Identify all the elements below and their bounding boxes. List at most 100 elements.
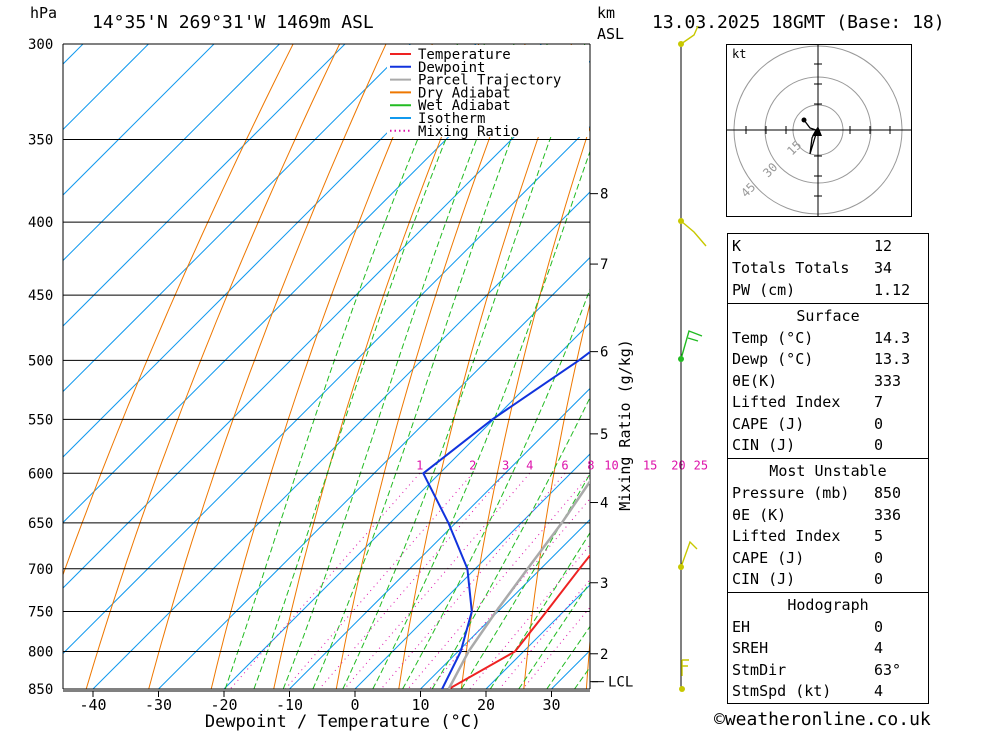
legend-entry: Dewpoint bbox=[418, 60, 485, 76]
isotherm-line bbox=[63, 44, 215, 196]
temp-tick-label: 10 bbox=[411, 696, 429, 714]
pressure-tick-label: 800 bbox=[28, 644, 53, 660]
mixing-ratio-label: 2 bbox=[469, 458, 476, 472]
section-divider bbox=[728, 303, 928, 304]
mixing-ratio-label: 20 bbox=[671, 458, 685, 472]
pressure-tick-label: 450 bbox=[28, 288, 53, 304]
isotherm-line bbox=[63, 125, 590, 655]
isotherm-line bbox=[63, 44, 477, 458]
section-divider bbox=[728, 592, 928, 593]
index-value: 34 bbox=[874, 259, 893, 277]
isotherm-line bbox=[63, 44, 280, 262]
location-title: 14°35'N 269°31'W 1469m ASL bbox=[92, 12, 374, 33]
hodograph-row: EH 0 bbox=[732, 617, 924, 638]
wet-adiabat-line bbox=[431, 396, 590, 689]
surface-key: Dewp (°C) bbox=[732, 350, 814, 368]
mixing-ratio-label: 8 bbox=[587, 458, 594, 472]
index-key: PW (cm) bbox=[732, 281, 796, 299]
pressure-tick-label: 350 bbox=[28, 132, 53, 148]
isotherm-line bbox=[63, 44, 149, 131]
isotherm-line bbox=[158, 256, 590, 689]
isotherm-line bbox=[289, 387, 590, 689]
most-unstable-key: Pressure (mb) bbox=[732, 484, 850, 502]
legend-entry: Isotherm bbox=[418, 111, 485, 127]
isotherm-line bbox=[92, 191, 590, 689]
asl-label: ASL bbox=[597, 25, 625, 43]
dry-adiabat-line bbox=[460, 125, 590, 689]
mixing-ratio-line bbox=[229, 472, 421, 689]
index-key: K bbox=[732, 237, 742, 255]
hodograph: kt 15 30 45 bbox=[726, 44, 912, 217]
hpa-label: hPa bbox=[30, 4, 58, 22]
surface-value: 13.3 bbox=[874, 350, 911, 368]
most-unstable-row: θE (K) 336 bbox=[732, 505, 924, 526]
surface-row: θE(K) 333 bbox=[732, 371, 924, 392]
isotherm-line bbox=[63, 60, 590, 589]
surface-key: Temp (°C) bbox=[732, 329, 814, 347]
most-unstable-key: CIN (J) bbox=[732, 570, 796, 588]
index-value: 12 bbox=[874, 237, 893, 255]
wet-adiabat-line bbox=[282, 44, 515, 689]
km-tick-label: 8 bbox=[600, 187, 608, 203]
most-unstable-value: 0 bbox=[874, 570, 884, 588]
surface-row: CIN (J) 0 bbox=[732, 435, 924, 456]
km-tick-label: LCL bbox=[608, 675, 633, 691]
hodograph-key: StmSpd (kt) bbox=[732, 682, 832, 700]
wet-adiabat-line bbox=[224, 44, 459, 689]
pressure-tick-label: 850 bbox=[28, 682, 53, 698]
most-unstable-title: Most Unstable bbox=[769, 462, 887, 480]
hodograph-value: 63° bbox=[874, 661, 902, 679]
pressure-tick-label: 600 bbox=[28, 466, 53, 482]
most-unstable-key: Lifted Index bbox=[732, 527, 841, 545]
isotherm-line bbox=[223, 322, 590, 689]
surface-title: Surface bbox=[796, 307, 860, 325]
hodograph-unit-label: kt bbox=[732, 47, 746, 61]
isotherm-line bbox=[63, 44, 346, 327]
most-unstable-value: 336 bbox=[874, 506, 902, 524]
isotherm-line bbox=[63, 44, 411, 393]
wet-adiabat-line bbox=[312, 44, 548, 689]
km-tick-label: 5 bbox=[600, 427, 608, 443]
pressure-tick-label: 650 bbox=[28, 516, 53, 532]
x-axis-label: Dewpoint / Temperature (°C) bbox=[205, 712, 481, 732]
most-unstable-row: Pressure (mb) 850 bbox=[732, 483, 924, 504]
surface-row: Dewp (°C) 13.3 bbox=[732, 349, 924, 370]
mixing-ratio-line bbox=[407, 473, 590, 689]
most-unstable-row: Lifted Index 5 bbox=[732, 526, 924, 547]
mixing-ratio-label: 6 bbox=[561, 458, 568, 472]
temp-tick-label: -10 bbox=[276, 696, 303, 714]
legend-entry: Dry Adiabat bbox=[418, 85, 511, 101]
surface-row: Lifted Index 7 bbox=[732, 392, 924, 413]
isotherm-line bbox=[354, 453, 590, 689]
legend-background bbox=[387, 45, 589, 137]
km-tick-label: 7 bbox=[600, 257, 608, 273]
mixing-ratio-label: 15 bbox=[643, 458, 657, 472]
dry-adiabat-line bbox=[523, 301, 590, 689]
hodograph-row: StmSpd (kt) 4 bbox=[732, 681, 924, 702]
pressure-tick-label: 400 bbox=[28, 215, 53, 231]
most-unstable-row: CAPE (J) 0 bbox=[732, 548, 924, 569]
hodograph-key: SREH bbox=[732, 639, 769, 657]
isotherm-line bbox=[63, 44, 542, 524]
hodograph-row: StmDir 63° bbox=[732, 660, 924, 681]
surface-value: 0 bbox=[874, 415, 884, 433]
most-unstable-row: CIN (J) 0 bbox=[732, 569, 924, 590]
km-label: km bbox=[597, 4, 616, 22]
most-unstable-key: θE (K) bbox=[732, 506, 787, 524]
km-tick-label: 3 bbox=[600, 576, 608, 592]
surface-row: CAPE (J) 0 bbox=[732, 414, 924, 435]
surface-key: CIN (J) bbox=[732, 436, 796, 454]
mixing-ratio-line bbox=[284, 472, 474, 689]
wind-barb-column bbox=[678, 25, 707, 692]
most-unstable-value: 850 bbox=[874, 484, 902, 502]
hodograph-title: Hodograph bbox=[787, 596, 869, 614]
hodograph-row: SREH 4 bbox=[732, 638, 924, 659]
legend-entry: Temperature bbox=[418, 47, 511, 63]
pressure-tick-label: 700 bbox=[28, 562, 53, 578]
dry-adiabat-line bbox=[950, 44, 989, 689]
parcel-trajectory-line bbox=[447, 479, 590, 689]
wet-adiabat-line bbox=[460, 472, 590, 689]
surface-key: θE(K) bbox=[732, 372, 778, 390]
wet-adiabat-line bbox=[518, 581, 590, 689]
